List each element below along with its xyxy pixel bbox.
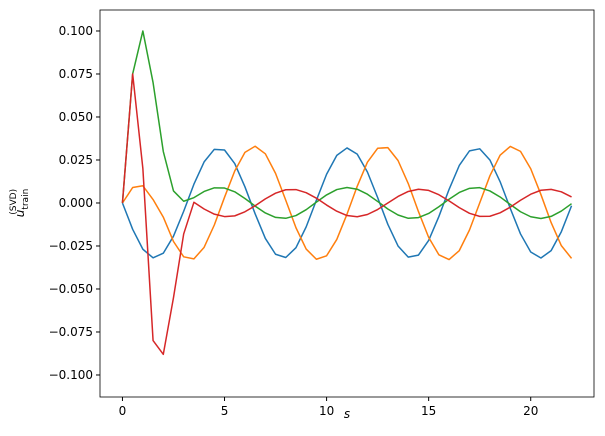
y-axis-label-base: u — [13, 209, 27, 217]
series-line — [121, 147, 573, 259]
series-line — [121, 73, 572, 356]
y-tick-label: 0.000 — [59, 196, 93, 210]
y-axis-label: utrain(SVD) — [9, 189, 31, 218]
y-tick-label: −0.100 — [49, 368, 93, 382]
y-tick-label: −0.025 — [49, 239, 93, 253]
y-tick-label: 0.025 — [59, 153, 93, 167]
x-tick-label: 15 — [421, 404, 436, 418]
series-line — [121, 145, 573, 261]
x-tick-label: 0 — [119, 404, 127, 418]
y-axis-label-sub: train — [21, 189, 31, 210]
y-tick-label: 0.100 — [59, 24, 93, 38]
y-tick-label: −0.050 — [49, 282, 93, 296]
y-axis-label-sup: (SVD) — [9, 189, 19, 215]
y-tick-label: 0.075 — [59, 67, 93, 81]
x-tick-label: 10 — [319, 404, 334, 418]
plot-frame — [99, 9, 595, 398]
x-tick-label: 5 — [221, 404, 229, 418]
x-axis-label: s — [344, 407, 350, 421]
y-tick-label: 0.050 — [59, 110, 93, 124]
x-tick-label: 20 — [523, 404, 538, 418]
series-line — [121, 30, 572, 220]
y-tick-label: −0.075 — [49, 325, 93, 339]
